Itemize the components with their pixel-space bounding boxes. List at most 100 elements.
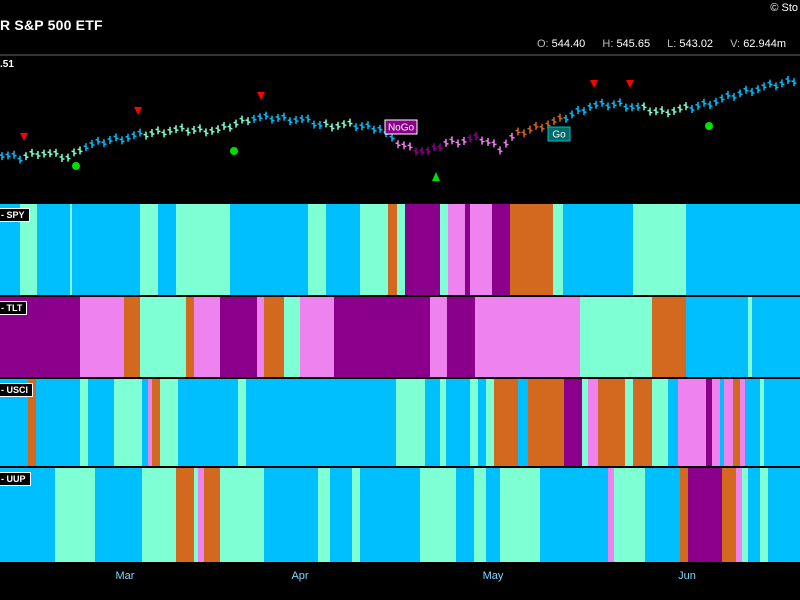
trend-bar <box>176 204 230 295</box>
price-bar <box>431 143 437 152</box>
price-bar <box>371 125 377 134</box>
trend-bar <box>397 204 405 295</box>
annotation-text: NoGo <box>388 123 415 134</box>
trend-bar <box>563 204 633 295</box>
trend-bar <box>257 297 264 377</box>
price-bar <box>437 143 443 152</box>
price-bar <box>425 146 431 155</box>
price-bar <box>695 101 701 110</box>
price-bar <box>509 132 515 141</box>
trend-bar <box>680 468 688 562</box>
low-value: 543.02 <box>679 38 714 50</box>
annotation-go: Go <box>547 126 571 142</box>
trend-bar <box>264 297 284 377</box>
trend-bar <box>706 379 712 466</box>
price-bar <box>347 118 353 127</box>
trend-bar <box>736 468 742 562</box>
price-bar <box>311 120 317 129</box>
trend-bar <box>204 468 220 562</box>
price-bar <box>605 102 611 111</box>
price-bar <box>35 151 41 159</box>
price-bar <box>83 143 89 152</box>
price-bar <box>47 149 53 158</box>
price-bar <box>155 126 161 135</box>
ohlc-readout: O: 544.40 H: 545.65 L: 543.02 V: 62.944m <box>537 38 786 50</box>
trend-bar <box>230 204 308 295</box>
price-bar <box>773 82 779 91</box>
trend-bar <box>88 379 114 466</box>
trend-bar <box>494 379 518 466</box>
price-bar <box>593 100 599 109</box>
price-bar <box>485 138 491 146</box>
price-bar <box>767 79 773 88</box>
price-bar <box>113 133 119 142</box>
trend-bar <box>474 468 486 562</box>
price-bar <box>479 136 485 145</box>
price-bar <box>611 100 617 109</box>
trend-bar <box>308 204 326 295</box>
trend-bar <box>678 379 706 466</box>
price-bar <box>95 136 101 145</box>
trend-bar <box>318 468 330 562</box>
trend-bar <box>712 379 720 466</box>
price-bar <box>683 102 689 111</box>
price-bar <box>101 139 107 148</box>
x-axis: Mar Apr May Jun <box>0 562 800 600</box>
open-value: 544.40 <box>551 38 586 50</box>
price-bar <box>143 131 149 140</box>
trend-bar <box>470 204 492 295</box>
price-bar <box>755 85 761 94</box>
trend-bar <box>686 297 748 377</box>
trend-bar <box>388 204 397 295</box>
price-bar <box>419 147 425 156</box>
price-bar <box>209 126 215 135</box>
trend-bar <box>486 379 494 466</box>
trend-bar <box>360 468 420 562</box>
chart-header: R S&P 500 ETF © Sto O: 544.40 H: 545.65 … <box>0 0 800 56</box>
high-value: 545.65 <box>616 38 651 50</box>
price-bar <box>335 121 341 130</box>
trend-bar <box>152 379 160 466</box>
price-bar <box>11 150 17 159</box>
price-bar <box>647 107 653 116</box>
low-label: L: <box>667 38 677 50</box>
price-bar <box>185 127 191 136</box>
high-label: H: <box>602 38 614 50</box>
trend-bar <box>720 379 724 466</box>
price-bar <box>413 147 419 156</box>
sell-signal-triangle <box>626 80 634 88</box>
go-count-dot <box>705 122 713 130</box>
trend-bar <box>510 204 553 295</box>
trend-bar <box>160 379 178 466</box>
trend-bar <box>284 297 300 377</box>
price-bar <box>23 152 29 161</box>
trend-bar <box>360 204 388 295</box>
trend-bar <box>142 379 148 466</box>
price-bar <box>449 136 455 145</box>
price-bar <box>779 79 785 88</box>
price-bar <box>365 121 371 130</box>
trend-bar <box>688 468 722 562</box>
trend-bar <box>748 297 752 377</box>
sell-signal-triangle <box>257 92 265 100</box>
trend-bar <box>158 204 176 295</box>
price-bar <box>749 88 755 96</box>
trend-bar <box>686 204 800 295</box>
trend-bar <box>588 379 598 466</box>
price-bar <box>245 117 251 126</box>
price-bar <box>71 148 77 157</box>
price-bar <box>179 123 185 132</box>
x-tick-label: Jun <box>678 570 696 582</box>
trend-bar <box>740 379 745 466</box>
trend-bar <box>334 297 430 377</box>
price-bar <box>203 128 209 137</box>
trend-bar <box>652 379 668 466</box>
price-bar <box>305 114 311 123</box>
price-bar <box>401 141 407 150</box>
trend-bar <box>760 379 764 466</box>
price-bar <box>341 120 347 129</box>
price-bar <box>29 148 35 157</box>
price-bar <box>17 155 23 164</box>
trend-bar <box>768 468 800 562</box>
trend-bar <box>742 468 748 562</box>
